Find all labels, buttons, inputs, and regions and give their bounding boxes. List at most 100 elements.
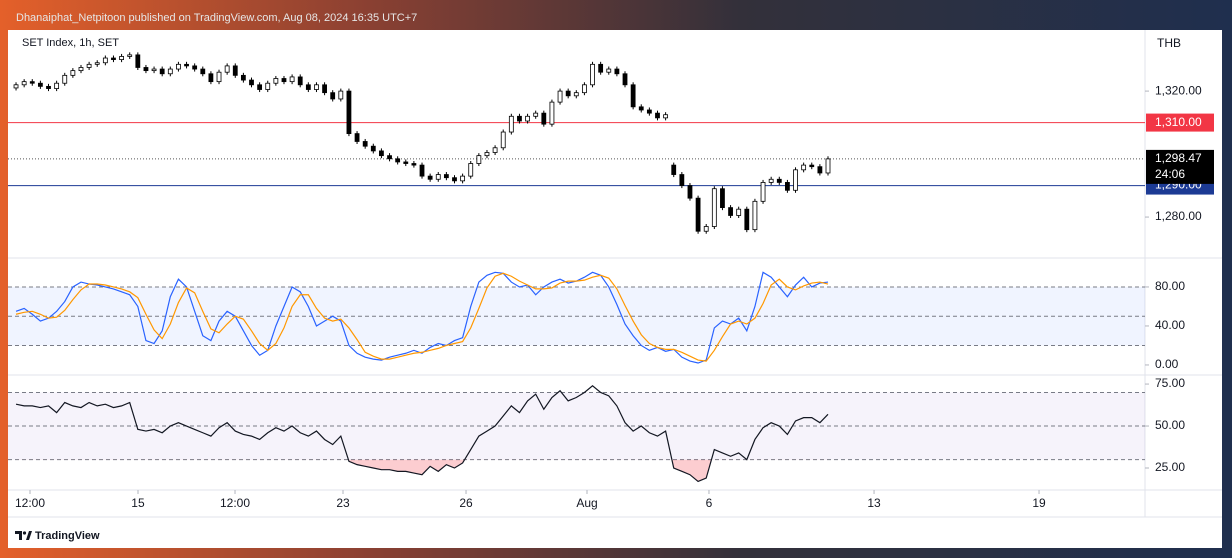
candle-body [711, 188, 717, 227]
candle-body [801, 164, 807, 171]
candle-body [216, 71, 222, 83]
candle-body [249, 79, 254, 86]
x-tick-label: 19 [1032, 496, 1046, 510]
candle-body [695, 197, 701, 232]
x-tick-label: Aug [576, 496, 597, 510]
x-tick-label: 12:00 [220, 496, 250, 510]
tv-logo [15, 531, 32, 540]
x-tick-label: 15 [131, 496, 145, 510]
y-tick-label: 25.00 [1155, 460, 1185, 474]
candle-body [582, 84, 587, 94]
candle-body [151, 68, 157, 72]
price-label: 1,310.00 [1155, 115, 1202, 129]
candle-body [94, 62, 100, 65]
candle-body [338, 90, 344, 100]
chart-title: SET Index, 1h, SET [22, 37, 119, 49]
candle-body [785, 182, 790, 191]
footer-brand: TradingView [35, 530, 100, 542]
y-tick-label: 1,320.00 [1155, 83, 1202, 97]
candle-body [184, 63, 189, 67]
candle-body [728, 207, 733, 216]
candle-body [111, 57, 116, 61]
candle-body [281, 78, 287, 83]
candle-body [622, 73, 628, 86]
candle-body [760, 182, 766, 202]
candle-body [37, 82, 43, 87]
indicator-line [15, 272, 829, 362]
candle-body [744, 208, 750, 231]
candle-body [86, 63, 92, 68]
candle-body [476, 155, 482, 164]
candle-body [78, 67, 84, 72]
candle-body [362, 141, 368, 147]
candle-body [655, 112, 660, 119]
candle-body [297, 76, 303, 86]
candle-body [403, 161, 409, 164]
y-tick-label: 0.00 [1155, 357, 1179, 371]
candle-body [395, 158, 401, 163]
candle-body [289, 76, 295, 83]
last-price-box [1146, 149, 1214, 184]
candle-body [208, 73, 214, 83]
y-tick-label: 75.00 [1155, 376, 1185, 390]
candle-body [29, 81, 35, 84]
y-tick-label: 80.00 [1155, 279, 1185, 293]
countdown-label: 24:06 [1155, 167, 1185, 181]
indicator-line [15, 384, 829, 483]
candle-body [265, 82, 271, 90]
candle-body [387, 155, 392, 160]
candle-body [192, 65, 198, 70]
candle-body [305, 84, 311, 90]
candle-body [200, 68, 206, 75]
candle-body [54, 82, 60, 89]
candle-body [46, 85, 51, 89]
candle-body [565, 90, 571, 97]
x-tick-label: 12:00 [15, 496, 45, 510]
candle-body [549, 101, 555, 125]
candle-body [330, 92, 336, 100]
candle-body [21, 81, 27, 86]
candle-body [379, 150, 384, 157]
candle-body [322, 84, 327, 94]
candle-body [468, 163, 474, 177]
candle-body [102, 57, 108, 64]
x-tick-label: 13 [867, 496, 881, 510]
candle-body [614, 68, 620, 75]
header: Dhanaiphat_Netpitoon published on Tradin… [16, 12, 417, 24]
candle-body [703, 226, 709, 232]
candle-body [419, 164, 425, 177]
candle-body [663, 114, 669, 119]
candle-body [720, 188, 725, 209]
candle-body [354, 133, 360, 142]
candle-body [232, 65, 238, 76]
candle-body [314, 84, 319, 90]
candle-body [443, 174, 449, 179]
candle-body [176, 63, 181, 70]
candle-body [817, 166, 823, 174]
currency: THB [1157, 36, 1181, 50]
candle-body [525, 115, 530, 122]
y-tick-label: 50.00 [1155, 418, 1185, 432]
candle-body [573, 92, 579, 97]
y-tick-label: 40.00 [1155, 318, 1185, 332]
candle-body [224, 65, 230, 73]
candle-body [687, 185, 693, 199]
candle-body [460, 175, 466, 182]
candle-body [273, 78, 279, 84]
candle-body [752, 200, 758, 231]
candle-body [427, 175, 433, 180]
candle-body [517, 115, 522, 122]
candle-body [590, 63, 595, 86]
x-tick-label: 6 [706, 496, 713, 510]
candle-body [452, 177, 457, 182]
candle-body [143, 67, 149, 72]
last-price-label: 1,298.47 [1155, 151, 1202, 165]
candle-body [630, 84, 636, 108]
candle-body [411, 163, 417, 166]
candle-body [119, 56, 124, 61]
x-tick-label: 26 [459, 496, 473, 510]
indicator-line [15, 271, 829, 364]
candle-body [62, 74, 68, 84]
